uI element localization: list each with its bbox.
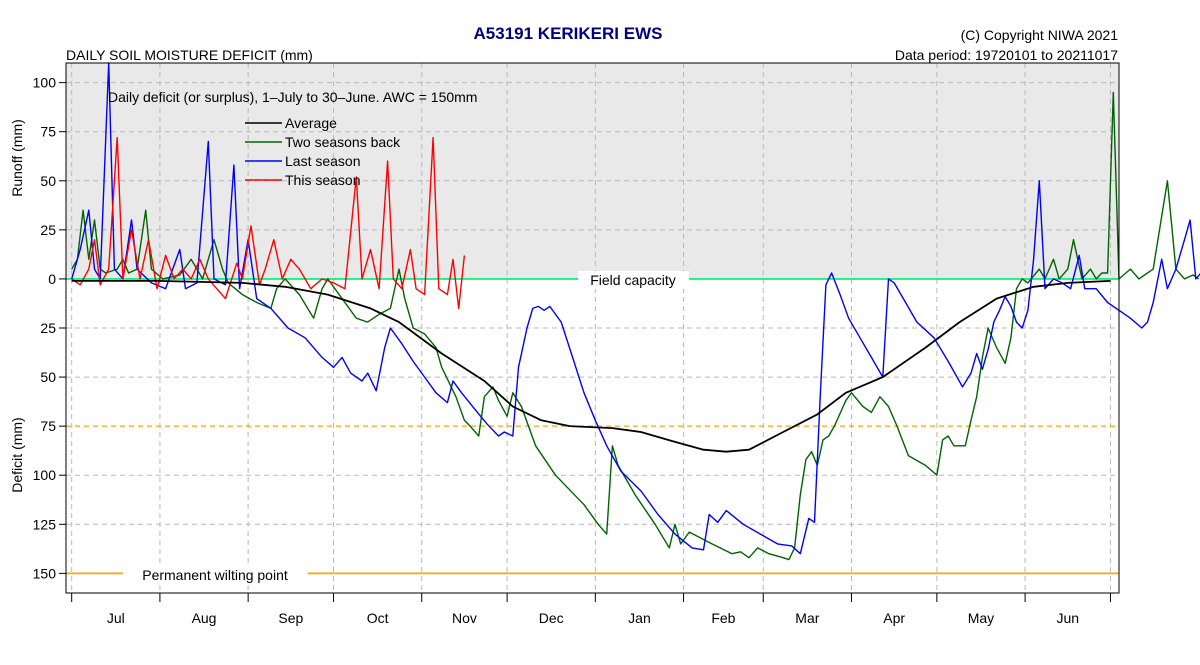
series-this-season	[71, 136, 466, 310]
grid	[66, 63, 1119, 593]
series-two-seasons-back	[71, 91, 1200, 561]
legend-label-this-season: This season	[285, 172, 360, 188]
chart-title: A53191 KERIKERI EWS	[474, 24, 663, 43]
y-tick-label: 50	[40, 369, 56, 385]
y-tick-label: 75	[40, 418, 56, 434]
x-tick-label: Dec	[539, 610, 564, 626]
y-tick-label: 150	[33, 565, 57, 581]
x-tick-label: Nov	[452, 610, 477, 626]
y-tick-label: 0	[48, 271, 56, 287]
x-tick-label: Apr	[883, 610, 905, 626]
chart-subtitle: DAILY SOIL MOISTURE DEFICIT (mm)	[66, 47, 313, 63]
wilting-point-label-bg	[123, 566, 308, 584]
x-tick-label: Sep	[278, 610, 303, 626]
x-axis: Jul Aug Sep Oct Nov Dec Jan Feb Mar Apr May Jun	[71, 593, 1111, 626]
plot-upper-panel	[66, 63, 1119, 280]
y-tick-label: 25	[40, 320, 56, 336]
legend-label-average: Average	[285, 115, 337, 131]
x-tick-label: Mar	[795, 610, 819, 626]
y-label-deficit: Deficit (mm)	[9, 417, 25, 492]
wilting-point-label: Permanent wilting point	[142, 567, 288, 583]
series-last-season	[71, 62, 1200, 555]
x-tick-label: Aug	[192, 610, 217, 626]
legend: Average Two seasons back Last season Thi…	[245, 115, 401, 188]
y-tick-label: 100	[33, 467, 57, 483]
legend-label-two-seasons-back: Two seasons back	[285, 134, 401, 150]
series-group	[71, 62, 1200, 561]
chart-note: Daily deficit (or surplus), 1–July to 30…	[108, 89, 477, 105]
y-label-runoff: Runoff (mm)	[9, 119, 25, 197]
copyright-text: (C) Copyright NIWA 2021	[961, 27, 1119, 43]
data-period-text: Data period: 19720101 to 20211017	[895, 47, 1118, 63]
y-tick-label: 125	[33, 516, 57, 532]
series-average	[71, 279, 1111, 453]
plot-lower-panel	[66, 280, 1119, 593]
field-capacity-label-bg	[578, 271, 689, 289]
y-tick-label: 75	[40, 124, 56, 140]
x-tick-label: Jun	[1056, 610, 1079, 626]
x-tick-label: Jul	[107, 610, 125, 626]
x-tick-label: Feb	[711, 610, 735, 626]
x-tick-label: May	[968, 610, 994, 626]
x-tick-label: Jan	[628, 610, 651, 626]
y-tick-label: 50	[40, 173, 56, 189]
y-axis: 100 75 50 25 0 25 50 75 100 125 150	[33, 75, 66, 581]
x-tick-label: Oct	[367, 610, 389, 626]
field-capacity-label: Field capacity	[590, 272, 676, 288]
y-tick-label: 100	[33, 75, 57, 91]
y-tick-label: 25	[40, 222, 56, 238]
legend-label-last-season: Last season	[285, 153, 361, 169]
